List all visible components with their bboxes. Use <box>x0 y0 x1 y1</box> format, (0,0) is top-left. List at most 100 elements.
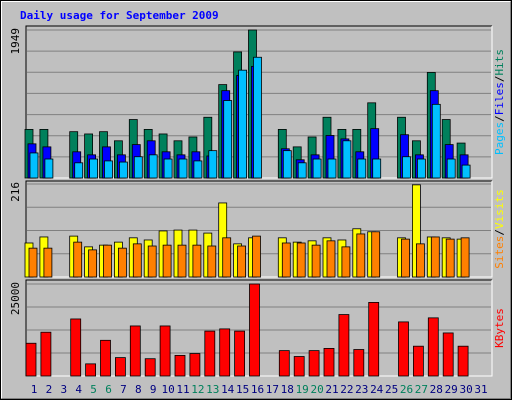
x-tick-label: 15 <box>236 383 249 396</box>
bar <box>104 160 113 179</box>
x-tick-label: 17 <box>266 383 279 396</box>
bar <box>342 140 352 179</box>
bar <box>29 152 39 179</box>
bar <box>368 301 380 377</box>
bar <box>461 164 471 179</box>
bar <box>416 158 426 179</box>
legend-entry: Pages <box>493 122 506 155</box>
bar <box>178 158 188 179</box>
bar <box>446 158 456 179</box>
bar <box>192 244 202 278</box>
chart-title: Daily usage for September 2009 <box>20 9 219 22</box>
bar <box>177 244 187 278</box>
bar <box>402 156 411 179</box>
bar <box>282 150 292 179</box>
bar <box>103 244 112 278</box>
bar <box>312 158 322 179</box>
bar <box>40 331 52 377</box>
x-tick-label: 24 <box>370 383 384 396</box>
y-tick-label: 216 <box>9 182 22 202</box>
bar <box>148 154 158 179</box>
bar <box>74 162 84 179</box>
bar <box>162 244 172 278</box>
legend-entry: Files <box>493 82 506 115</box>
bar <box>326 240 336 278</box>
bar <box>223 100 233 179</box>
legend: Sites/Visits <box>493 189 506 269</box>
x-tick-label: 2 <box>46 383 53 396</box>
bar <box>323 347 335 377</box>
x-tick-label: 9 <box>150 383 157 396</box>
legend: KBytes <box>493 308 506 348</box>
bar <box>353 349 365 377</box>
bar <box>357 158 367 179</box>
bar <box>412 345 424 377</box>
x-tick-label: 23 <box>355 383 368 396</box>
bar <box>371 231 381 278</box>
legend-separator: / <box>493 229 506 236</box>
bar <box>249 283 260 377</box>
bar <box>129 325 141 377</box>
bar <box>132 243 142 278</box>
bar <box>118 247 127 278</box>
bar <box>252 235 261 278</box>
legend-entry: Hits <box>493 49 506 76</box>
bar <box>308 350 320 377</box>
x-tick-label: 6 <box>105 383 112 396</box>
bar <box>427 317 439 377</box>
x-tick-label: 8 <box>135 383 142 396</box>
bar <box>338 314 350 377</box>
legend-entry: Sites <box>493 236 506 269</box>
x-tick-label: 30 <box>459 383 472 396</box>
x-tick-label: 10 <box>161 383 174 396</box>
bar <box>460 237 470 278</box>
legend: Pages/Files/Hits <box>493 49 506 155</box>
bar <box>144 358 156 377</box>
bar <box>208 150 218 179</box>
x-tick-label: 28 <box>430 383 443 396</box>
x-tick-label: 13 <box>206 383 219 396</box>
y-tick-label: 1949 <box>9 28 22 55</box>
bar <box>430 236 440 278</box>
bar <box>431 103 441 179</box>
x-tick-label: 21 <box>325 383 338 396</box>
legend-separator: / <box>493 76 506 83</box>
bar <box>85 363 96 377</box>
x-tick-label: 1 <box>31 383 38 396</box>
x-tick-label: 29 <box>445 383 458 396</box>
bar <box>207 245 217 278</box>
bar <box>133 156 143 179</box>
x-tick-label: 19 <box>296 383 309 396</box>
x-tick-label: 16 <box>251 383 264 396</box>
bar <box>159 325 171 377</box>
x-tick-label: 3 <box>60 383 67 396</box>
bar <box>296 242 306 278</box>
bar <box>88 249 97 278</box>
x-tick-label: 26 <box>400 383 413 396</box>
bar <box>356 233 366 278</box>
x-tick-label: 11 <box>176 383 189 396</box>
bar <box>89 158 98 179</box>
bar <box>193 160 203 179</box>
bar <box>415 243 425 278</box>
bar <box>253 56 262 179</box>
bar <box>238 69 248 179</box>
bar <box>278 350 290 377</box>
x-tick-label: 14 <box>221 383 235 396</box>
x-tick-label: 20 <box>310 383 323 396</box>
y-tick-label: 25000 <box>9 282 22 315</box>
bar <box>281 242 291 278</box>
bar <box>327 158 337 179</box>
bar <box>311 244 321 278</box>
x-tick-label: 4 <box>75 383 82 396</box>
legend-entry: KBytes <box>493 308 506 348</box>
x-tick-label: 18 <box>281 383 294 396</box>
x-tick-label: 22 <box>340 383 353 396</box>
bar <box>234 330 246 377</box>
bar <box>445 238 455 278</box>
bar <box>457 345 469 377</box>
bar <box>44 158 54 179</box>
bar <box>174 354 186 377</box>
bar <box>119 161 128 179</box>
